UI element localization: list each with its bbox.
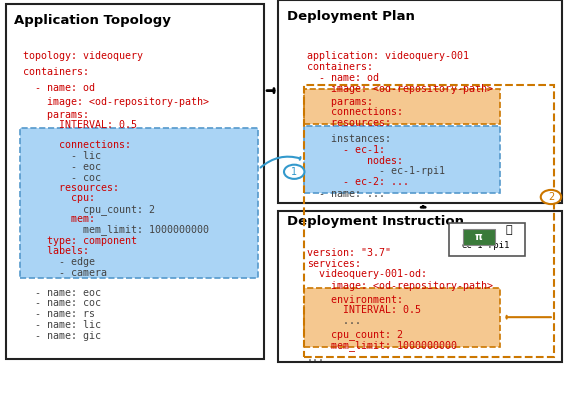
FancyBboxPatch shape [449, 223, 525, 256]
Text: - ec-1:: - ec-1: [307, 145, 385, 154]
FancyBboxPatch shape [304, 288, 500, 347]
Text: - lic: - lic [23, 151, 101, 160]
Text: 🤖: 🤖 [505, 225, 512, 236]
Text: params:: params: [23, 110, 89, 120]
Text: image: <od-repository-path>: image: <od-repository-path> [307, 281, 492, 290]
FancyBboxPatch shape [304, 126, 500, 193]
Text: INTERVAL: 0.5: INTERVAL: 0.5 [23, 120, 137, 130]
Text: videoquery-001-od:: videoquery-001-od: [307, 269, 427, 279]
Text: - camera: - camera [23, 268, 107, 278]
Text: mem_limit: 1000000000: mem_limit: 1000000000 [23, 225, 208, 236]
Text: connections:: connections: [307, 107, 403, 117]
Text: mem:: mem: [23, 214, 95, 223]
Text: - name: eoc: - name: eoc [23, 288, 101, 297]
Text: image: <od-repository-path>: image: <od-repository-path> [307, 84, 492, 94]
Text: INTERVAL: 0.5: INTERVAL: 0.5 [307, 305, 421, 315]
Text: - name: lic: - name: lic [23, 320, 101, 330]
Text: cpu_count: 2: cpu_count: 2 [23, 204, 154, 215]
Text: - edge: - edge [23, 257, 95, 267]
Text: Deployment Instruction: Deployment Instruction [287, 215, 464, 228]
Text: image: <od-repository-path>: image: <od-repository-path> [23, 97, 208, 106]
Text: mem_limit: 1000000000: mem_limit: 1000000000 [307, 340, 457, 351]
Text: 2: 2 [548, 192, 554, 203]
Circle shape [284, 165, 304, 179]
Text: Application Topology: Application Topology [14, 14, 171, 27]
Text: resources:: resources: [23, 183, 119, 193]
FancyBboxPatch shape [304, 89, 500, 124]
Text: environment:: environment: [307, 295, 403, 305]
Text: - name: od: - name: od [307, 73, 379, 83]
Text: cpu:: cpu: [23, 193, 95, 203]
Text: π: π [475, 232, 483, 242]
Circle shape [541, 190, 561, 204]
Text: - name: gic: - name: gic [23, 331, 101, 340]
Text: - name: rs: - name: rs [23, 309, 95, 319]
Text: - name: od: - name: od [23, 83, 95, 93]
Text: - name: coc: - name: coc [23, 298, 101, 308]
FancyBboxPatch shape [20, 128, 258, 278]
Text: topology: videoquery: topology: videoquery [23, 51, 143, 61]
Text: 1: 1 [291, 167, 297, 177]
Text: ...: ... [307, 316, 361, 326]
Text: services:: services: [307, 259, 361, 269]
Text: - ec-1-rpi1: - ec-1-rpi1 [307, 166, 445, 176]
Text: ec-1-rpi1: ec-1-rpi1 [461, 241, 510, 249]
Text: cpu_count: 2: cpu_count: 2 [307, 329, 403, 340]
Text: type: component: type: component [23, 236, 137, 246]
Text: - name: ...: - name: ... [307, 189, 385, 199]
Text: nodes:: nodes: [307, 156, 403, 165]
FancyBboxPatch shape [463, 229, 495, 245]
Text: - coc: - coc [23, 173, 101, 182]
Text: resources:: resources: [307, 118, 391, 128]
Text: labels:: labels: [23, 246, 89, 256]
Text: params:: params: [307, 97, 373, 106]
FancyBboxPatch shape [278, 211, 562, 362]
Text: - eoc: - eoc [23, 162, 101, 171]
Text: application: videoquery-001: application: videoquery-001 [307, 51, 469, 61]
Text: Deployment Plan: Deployment Plan [287, 10, 415, 23]
FancyBboxPatch shape [278, 0, 562, 203]
Text: connections:: connections: [23, 140, 131, 150]
Text: containers:: containers: [307, 62, 373, 72]
Text: containers:: containers: [23, 67, 89, 77]
Text: version: "3.7": version: "3.7" [307, 248, 391, 258]
Text: ...: ... [307, 353, 325, 362]
FancyBboxPatch shape [6, 4, 264, 359]
Text: - ec-2: ...: - ec-2: ... [307, 177, 409, 187]
Text: instances:: instances: [307, 134, 391, 144]
